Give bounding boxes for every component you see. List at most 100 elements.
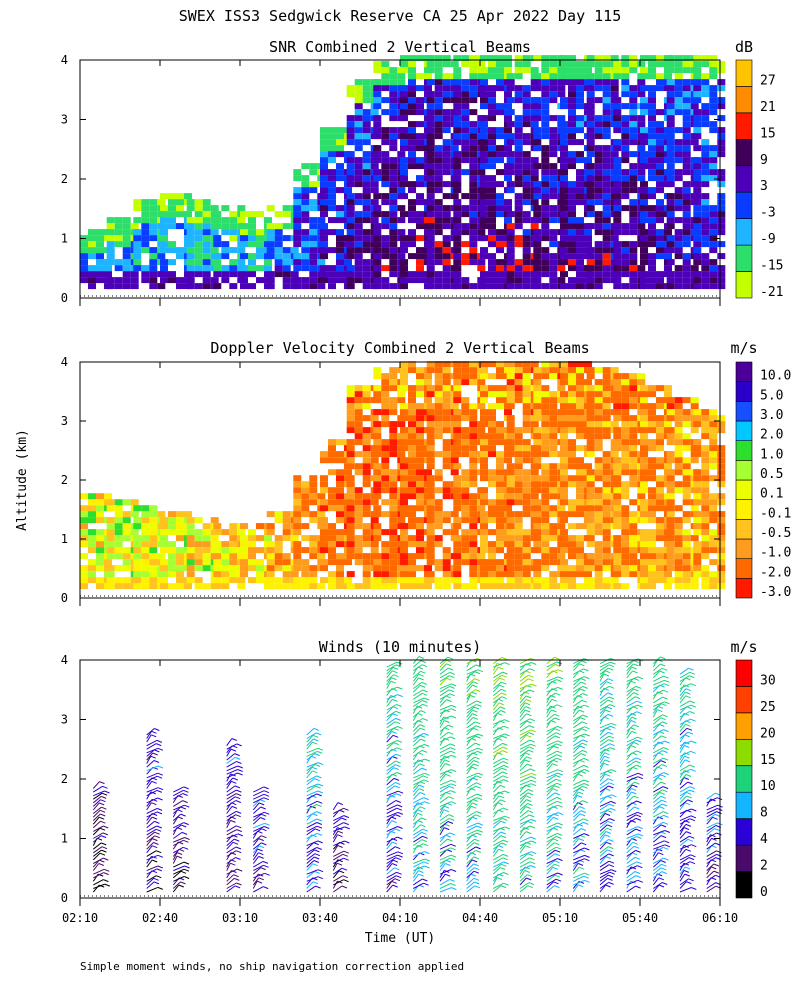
heatmap-cell	[453, 241, 462, 248]
heatmap-cell	[621, 559, 630, 566]
heatmap-cell	[549, 535, 558, 542]
heatmap-cell	[202, 535, 211, 542]
heatmap-cell	[416, 529, 424, 536]
heatmap-cell	[194, 211, 203, 218]
heatmap-cell	[533, 475, 542, 482]
heatmap-cell	[141, 547, 150, 554]
heatmap-cell	[381, 223, 390, 230]
heatmap-cell	[701, 433, 710, 440]
heatmap-cell	[434, 379, 443, 386]
heatmap-cell	[354, 469, 363, 476]
heatmap-cell	[637, 61, 646, 68]
heatmap-cell	[354, 109, 363, 116]
heatmap-cell	[602, 235, 611, 242]
heatmap-cell	[477, 229, 486, 236]
heatmap-cell	[426, 547, 435, 554]
heatmap-cell	[400, 259, 408, 266]
heatmap-cell	[541, 55, 550, 62]
heatmap-cell	[568, 577, 576, 584]
heatmap-cell	[648, 517, 656, 524]
heatmap-cell	[709, 121, 718, 128]
heatmap-cell	[522, 217, 531, 224]
heatmap-cell	[541, 61, 550, 68]
wind-barb-flag	[100, 813, 106, 817]
heatmap-cell	[453, 367, 462, 374]
heatmap-cell	[354, 433, 363, 440]
heatmap-cell	[453, 127, 462, 134]
heatmap-cell	[576, 265, 584, 272]
heatmap-cell	[701, 175, 710, 182]
heatmap-cell	[149, 277, 158, 284]
heatmap-cell	[309, 499, 318, 506]
heatmap-cell	[416, 157, 424, 164]
heatmap-cell	[584, 463, 592, 470]
wind-barb-flag	[103, 857, 109, 861]
heatmap-cell	[408, 583, 416, 590]
heatmap-cell	[389, 481, 398, 488]
heatmap-cell	[621, 457, 630, 464]
heatmap-cell	[461, 121, 470, 128]
heatmap-cell	[176, 283, 184, 290]
colorbar-segment	[735, 499, 753, 520]
heatmap-cell	[317, 511, 326, 518]
heatmap-cell	[114, 235, 123, 242]
heatmap-cell	[693, 115, 702, 122]
heatmap-cell	[80, 517, 88, 524]
heatmap-cell	[477, 403, 486, 410]
heatmap-cell	[541, 109, 550, 116]
heatmap-cell	[594, 511, 603, 518]
heatmap-cell	[370, 109, 379, 116]
heatmap-cell	[709, 217, 718, 224]
heatmap-cell	[397, 205, 406, 212]
heatmap-cell	[426, 277, 435, 284]
heatmap-cell	[354, 133, 363, 140]
wind-barb-flag	[183, 789, 189, 793]
heatmap-cell	[568, 133, 576, 140]
heatmap-cell	[648, 127, 656, 134]
heatmap-cell	[133, 571, 142, 578]
heatmap-cell	[666, 529, 675, 536]
heatmap-cell	[640, 151, 648, 158]
heatmap-cell	[522, 577, 531, 584]
heatmap-cell	[96, 229, 104, 236]
heatmap-cell	[674, 577, 683, 584]
heatmap-cell	[373, 427, 382, 434]
heatmap-cell	[426, 55, 435, 62]
heatmap-cell	[336, 271, 344, 278]
heatmap-cell	[549, 445, 558, 452]
wind-profile	[92, 781, 110, 893]
heatmap-cell	[336, 151, 344, 158]
heatmap-cell	[674, 271, 683, 278]
heatmap-cell	[488, 505, 496, 512]
heatmap-cell	[586, 133, 595, 140]
heatmap-cell	[693, 133, 702, 140]
heatmap-cell	[717, 571, 726, 578]
wind-barb	[93, 846, 103, 854]
heatmap-cell	[506, 253, 515, 260]
heatmap-cell	[629, 547, 638, 554]
heatmap-cell	[629, 511, 638, 518]
heatmap-cell	[506, 385, 515, 392]
heatmap-cell	[461, 415, 470, 422]
heatmap-cell	[320, 505, 328, 512]
heatmap-cell	[133, 517, 142, 524]
heatmap-cell	[426, 511, 435, 518]
heatmap-cell	[549, 463, 558, 470]
heatmap-cell	[221, 559, 230, 566]
heatmap-cell	[496, 439, 504, 446]
heatmap-cell	[370, 163, 379, 170]
heatmap-cell	[682, 79, 691, 86]
heatmap-cell	[229, 529, 238, 536]
heatmap-cell	[613, 511, 622, 518]
heatmap-cell	[469, 505, 478, 512]
heatmap-cell	[453, 103, 462, 110]
heatmap-cell	[496, 259, 504, 266]
heatmap-cell	[149, 565, 158, 572]
heatmap-cell	[496, 247, 504, 254]
heatmap-cell	[469, 463, 478, 470]
heatmap-cell	[362, 403, 371, 410]
heatmap-cell	[541, 427, 550, 434]
heatmap-cell	[560, 541, 568, 548]
heatmap-cell	[453, 79, 462, 86]
heatmap-cell	[621, 403, 630, 410]
